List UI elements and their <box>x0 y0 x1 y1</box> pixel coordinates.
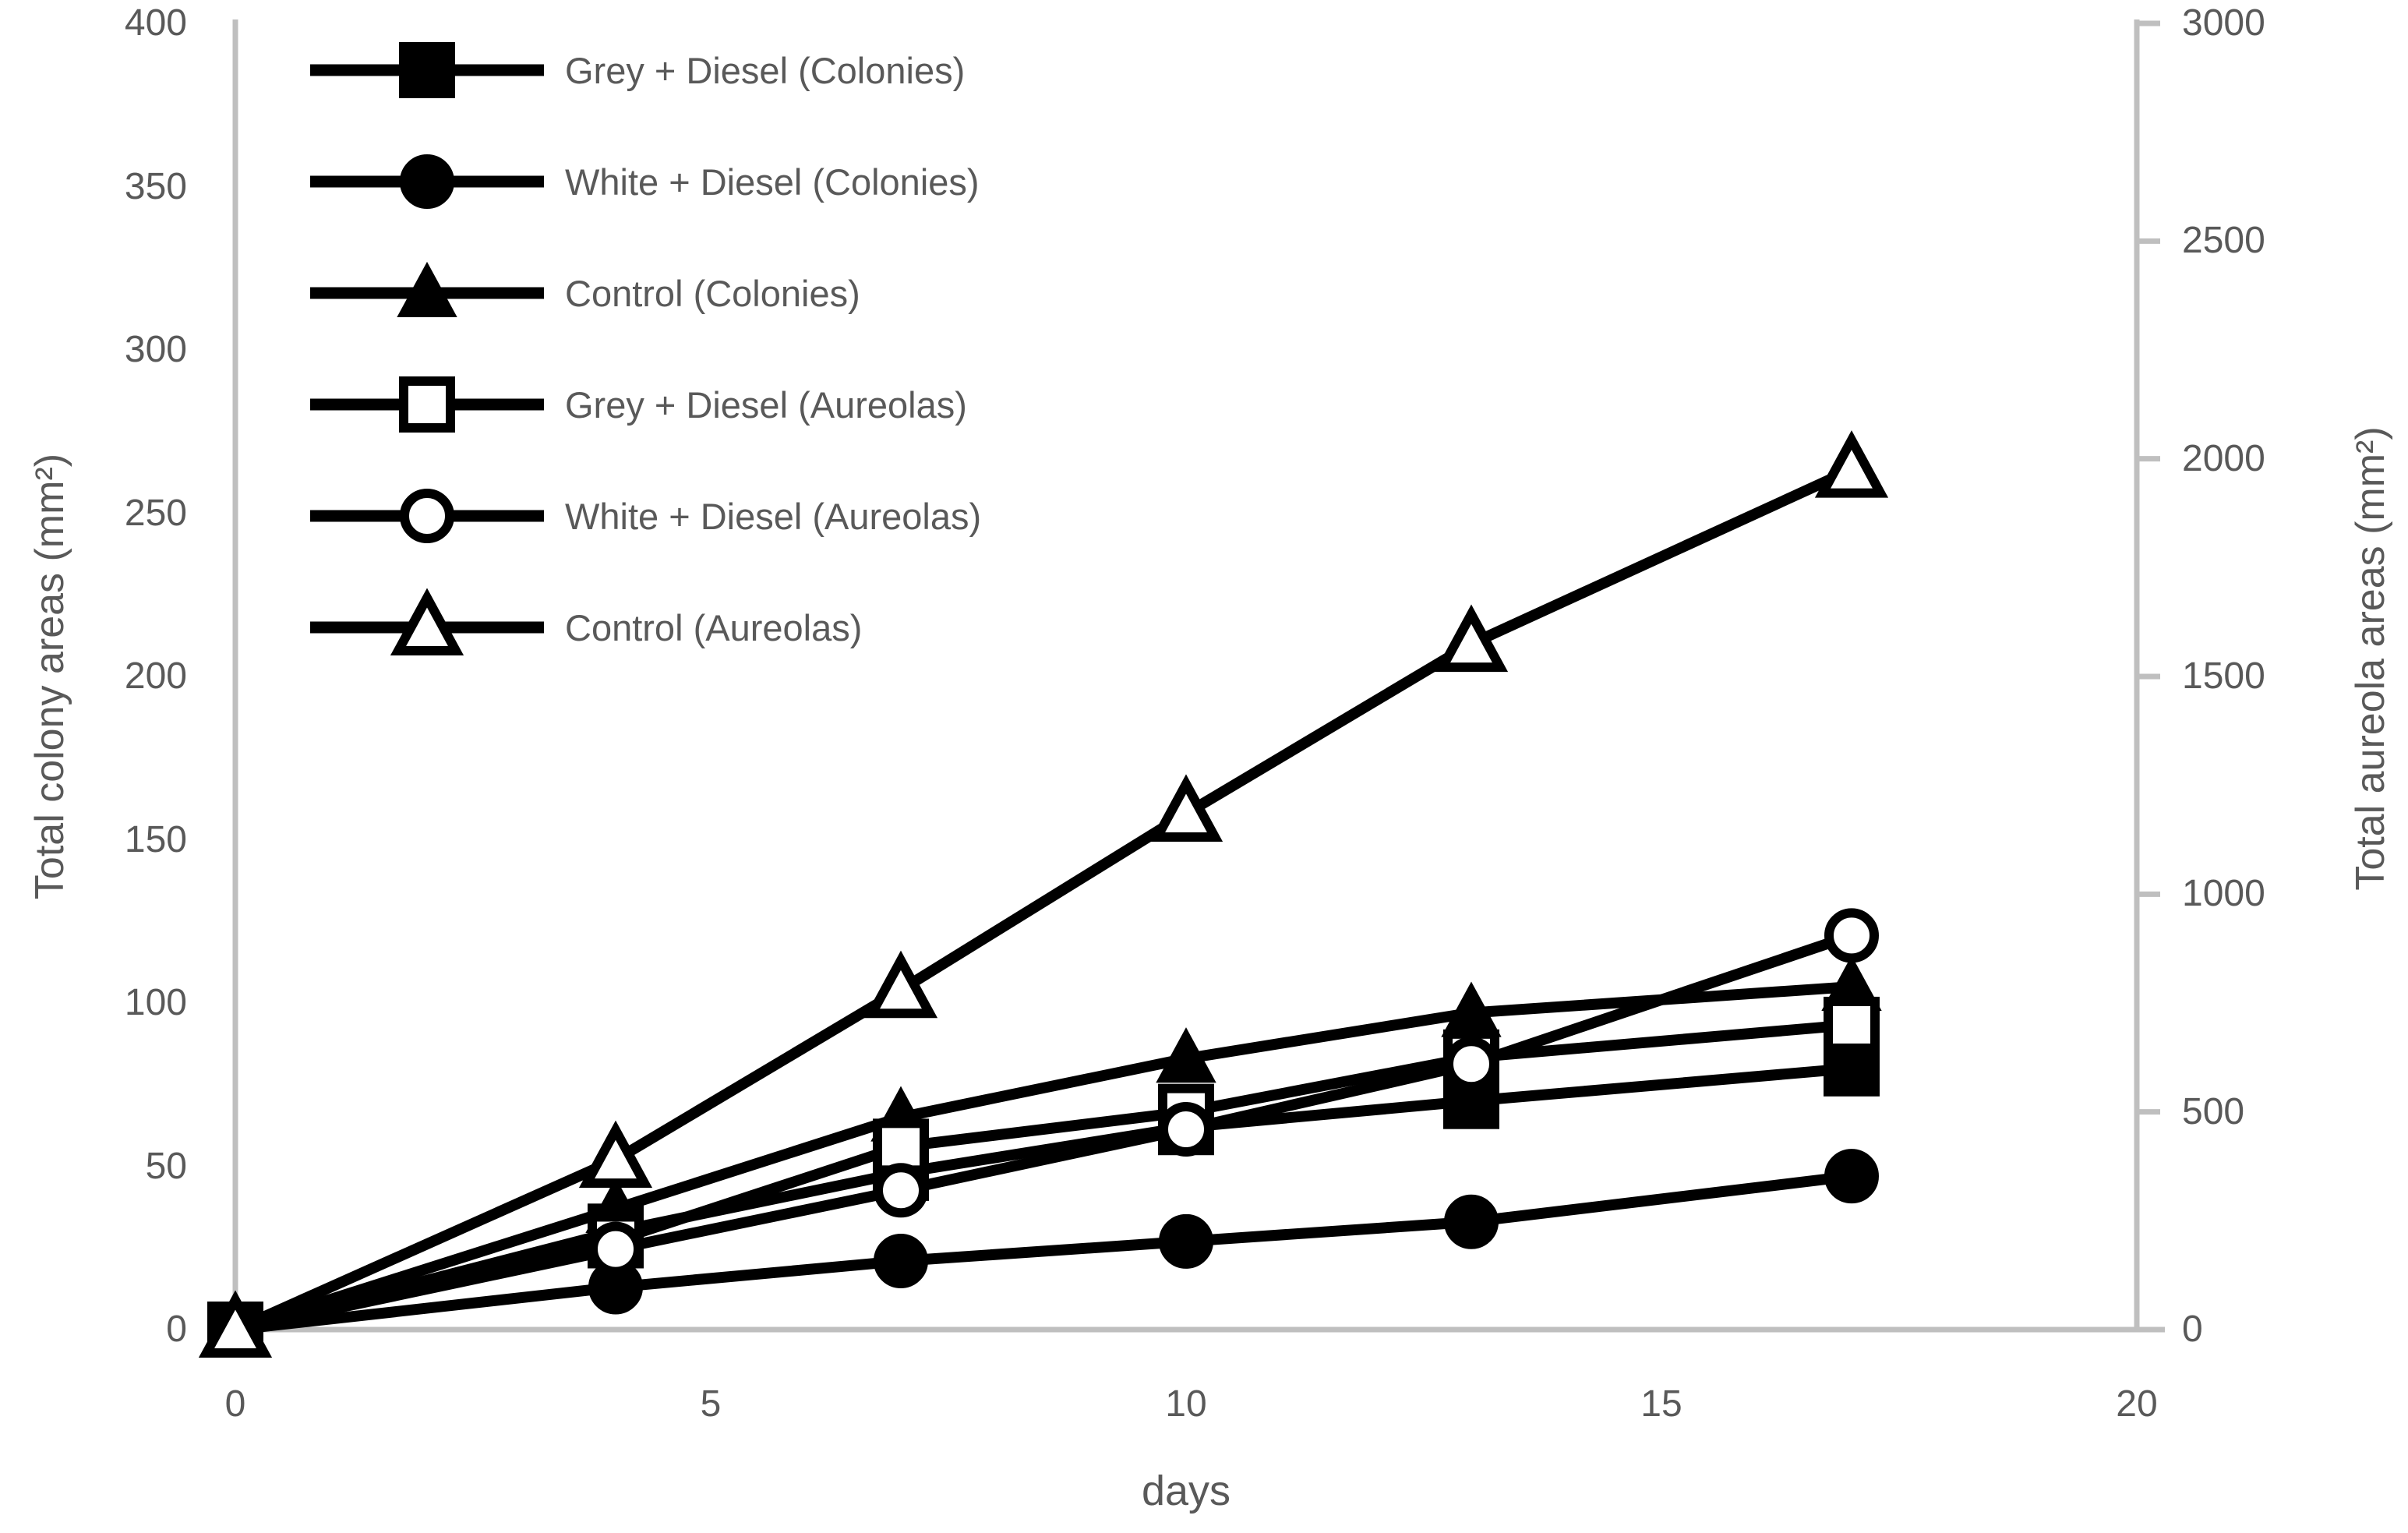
series-markers-control-aureolas <box>198 430 1889 1358</box>
y-left-tick-label: 150 <box>124 818 187 860</box>
y-right-tick-label: 500 <box>2182 1090 2245 1132</box>
series-line-grey-diesel-aureolas <box>234 1019 1852 1335</box>
circle-open-marker-icon <box>1824 908 1879 963</box>
y-right-tick-label: 2000 <box>2182 437 2265 479</box>
legend-label: White + Diesel (Colonies) <box>565 161 980 203</box>
y-left-tick-label: 200 <box>124 655 187 697</box>
circle-filled-marker-icon <box>1159 1213 1213 1269</box>
circle-open-marker-icon <box>1159 1102 1213 1157</box>
legend-circle-filled-icon <box>310 154 544 209</box>
legend-square-filled-icon <box>310 42 544 98</box>
triangle-open-marker-icon <box>578 1120 653 1189</box>
legend-label: White + Diesel (Aureolas) <box>565 495 982 537</box>
legend-label: Grey + Diesel (Aureolas) <box>565 383 967 426</box>
series-line-grey-diesel-colonies <box>234 1062 1852 1335</box>
y-right-tick-label: 2500 <box>2182 220 2265 262</box>
legend-label: Control (Colonies) <box>565 272 860 314</box>
y-right-tick-label: 0 <box>2182 1309 2203 1350</box>
legend-item: Grey + Diesel (Aureolas) <box>306 361 967 448</box>
legend-square-open-icon <box>310 376 544 433</box>
series-line-control-aureolas <box>233 464 1854 1335</box>
square-open-marker-icon <box>399 376 455 433</box>
x-tick-label: 15 <box>1640 1383 1682 1425</box>
y-left-tick-label: 50 <box>145 1145 187 1187</box>
circle-filled-marker-icon <box>874 1234 928 1289</box>
circle-filled-marker-icon <box>1444 1194 1499 1249</box>
legend-item: Grey + Diesel (Colonies) <box>306 26 965 114</box>
y-left-tick-label: 400 <box>124 2 187 44</box>
series-line-control-colonies <box>233 981 1852 1335</box>
y-left-tick-label: 250 <box>124 492 187 534</box>
triangle-open-marker-icon <box>198 1290 273 1358</box>
y-left-tick-label: 350 <box>124 165 187 207</box>
y-right-tick-label: 1000 <box>2182 873 2265 915</box>
triangle-open-marker-icon <box>863 950 938 1019</box>
triangle-filled-marker-icon <box>1156 1027 1216 1083</box>
legend-item: Control (Colonies) <box>306 249 860 337</box>
x-tick-label: 5 <box>700 1383 722 1425</box>
y-right-tick-label: 1500 <box>2182 655 2265 697</box>
legend-triangle-filled-icon <box>310 261 544 317</box>
square-filled-marker-icon <box>399 42 455 98</box>
y-left-tick-label: 0 <box>166 1309 187 1350</box>
legend-item: White + Diesel (Aureolas) <box>306 472 981 560</box>
triangle-filled-marker-icon <box>397 261 457 317</box>
legend-item: White + Diesel (Colonies) <box>306 138 980 225</box>
square-open-marker-icon <box>1824 996 1880 1053</box>
x-tick-label: 0 <box>224 1383 246 1425</box>
y-right-tick-label: 3000 <box>2182 2 2265 44</box>
y-left-tick-label: 300 <box>124 329 187 370</box>
x-tick-label: 20 <box>2116 1383 2158 1425</box>
legend-item: Control (Aureolas) <box>306 584 862 671</box>
circle-filled-marker-icon <box>1824 1149 1879 1204</box>
circle-filled-marker-icon <box>400 154 454 209</box>
x-axis-title: days <box>1141 1468 1231 1514</box>
legend-label: Grey + Diesel (Colonies) <box>565 49 966 91</box>
legend-label: Control (Aureolas) <box>565 606 863 648</box>
series-line-white-diesel-aureolas <box>234 930 1854 1335</box>
circle-open-marker-icon <box>588 1221 643 1277</box>
triangle-open-marker-icon <box>390 588 464 655</box>
y-left-tick-label: 100 <box>124 982 187 1023</box>
circle-open-marker-icon <box>1444 1037 1499 1092</box>
circle-open-marker-icon <box>400 489 454 543</box>
legend-circle-open-icon <box>310 489 544 543</box>
triangle-open-marker-icon <box>1814 430 1889 498</box>
triangle-open-marker-icon <box>1434 604 1509 673</box>
circle-open-marker-icon <box>874 1163 928 1218</box>
triangle-open-marker-icon <box>1149 774 1223 842</box>
x-tick-label: 10 <box>1165 1383 1207 1425</box>
series-line-white-diesel-colonies <box>235 1171 1852 1335</box>
legend-triangle-open-icon <box>310 588 544 655</box>
